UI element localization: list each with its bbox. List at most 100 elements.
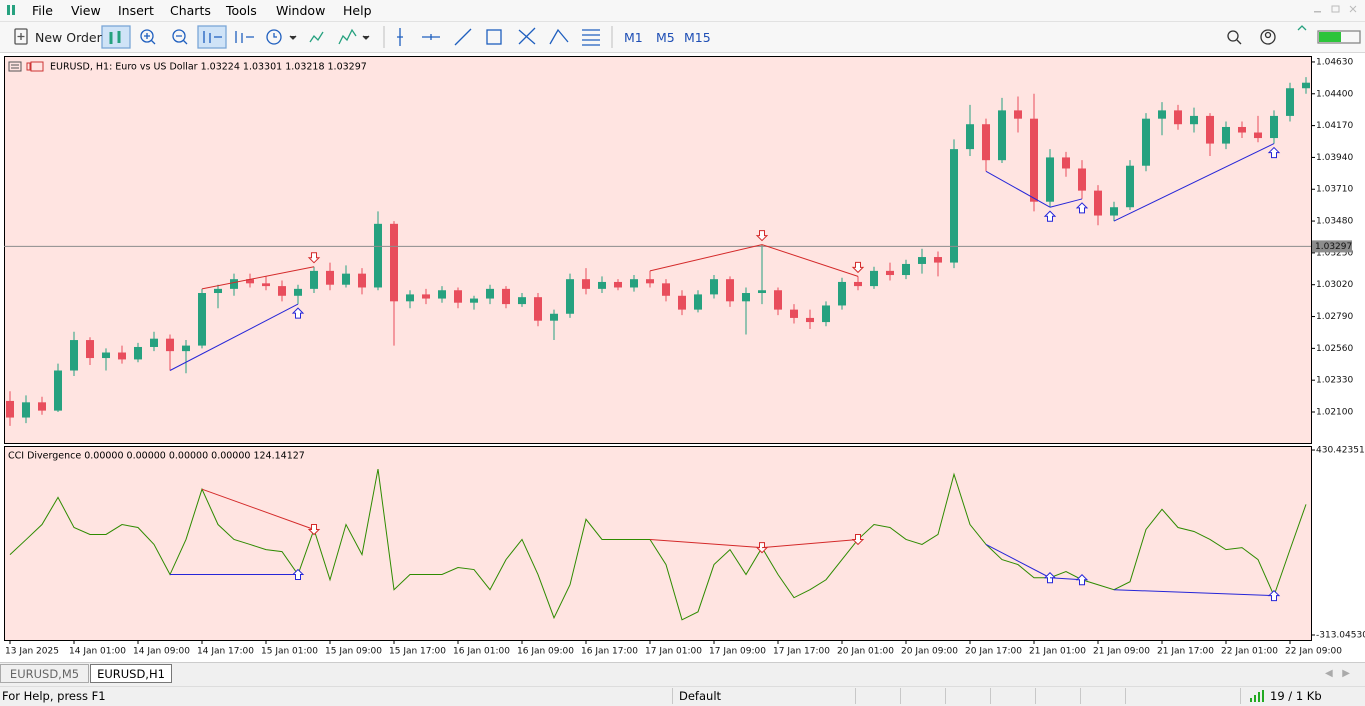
status-separator	[945, 688, 946, 704]
menu-item[interactable]: Charts	[170, 3, 211, 18]
candle-body	[534, 297, 542, 321]
candle-body	[886, 270, 894, 276]
divergence-arrow	[1043, 210, 1057, 222]
indicator-header: CCI Divergence 0.00000 0.00000 0.00000 0…	[8, 451, 305, 462]
x-tick-label: 20 Jan 01:00	[837, 647, 894, 657]
current-price-label: 1.03297	[1315, 242, 1352, 252]
chart-tab[interactable]: EURUSD,H1	[90, 664, 172, 683]
menu-item[interactable]: Help	[343, 3, 372, 18]
x-tick-label: 21 Jan 01:00	[1029, 647, 1086, 657]
candle-body	[166, 338, 174, 352]
indicator-divergence-line	[201, 488, 315, 530]
candle-body	[1222, 126, 1230, 144]
candle-body	[1158, 110, 1166, 119]
candle-body	[934, 257, 942, 263]
candle-body	[1126, 165, 1134, 208]
timeframe-button[interactable]: M15	[684, 30, 711, 45]
candle-body	[566, 279, 574, 314]
x-tick-label: 17 Jan 17:00	[773, 647, 830, 657]
y-tick-label: 430.42351	[1316, 446, 1365, 456]
candle-body	[774, 290, 782, 310]
divergence-arrow	[291, 568, 305, 581]
candle-body	[198, 293, 206, 346]
menu-item[interactable]: Tools	[226, 3, 257, 18]
candle-body	[326, 270, 334, 285]
price-panel	[4, 56, 1312, 444]
menu-item[interactable]: View	[71, 3, 101, 18]
y-tick-label: 1.04170	[1316, 121, 1353, 131]
candle-body	[1270, 115, 1278, 139]
candle-body	[662, 283, 670, 296]
status-separator	[990, 688, 991, 704]
status-help: For Help, press F1	[2, 689, 106, 703]
new-order-button[interactable]: New Order	[35, 30, 102, 45]
divergence-arrow	[755, 230, 769, 242]
menu-bar	[0, 0, 1365, 22]
candle-body	[22, 402, 30, 418]
candle-body	[1286, 88, 1294, 116]
candle-body	[438, 290, 446, 299]
status-bar	[0, 686, 1365, 706]
candle-body	[406, 294, 414, 302]
candle-body	[390, 223, 398, 302]
candle-body	[1014, 110, 1022, 119]
menu-item[interactable]: File	[32, 3, 53, 18]
divergence-arrow	[851, 261, 865, 274]
y-tick-label: 1.03480	[1316, 217, 1353, 227]
status-separator	[1125, 688, 1126, 704]
indicator-divergence-line	[761, 538, 859, 549]
timeframe-button[interactable]: M5	[656, 30, 675, 45]
status-separator	[672, 688, 673, 704]
candle-body	[118, 352, 126, 360]
connection-icon	[1250, 690, 1264, 702]
indicator-divergence-line	[1113, 589, 1275, 597]
divergence-line	[1113, 143, 1275, 222]
menu-item[interactable]: Window	[276, 3, 326, 18]
divergence-arrow	[291, 307, 305, 319]
candle-body	[710, 279, 718, 295]
divergence-line	[201, 266, 315, 290]
candle-body	[214, 288, 222, 294]
x-tick-label: 22 Jan 09:00	[1285, 647, 1342, 657]
candle-body	[1190, 115, 1198, 125]
candle-body	[854, 281, 862, 287]
candle-body	[422, 294, 430, 299]
candle-body	[1254, 132, 1262, 139]
candle-body	[246, 279, 254, 284]
status-profile: Default	[679, 689, 722, 703]
x-tick-label: 21 Jan 17:00	[1157, 647, 1214, 657]
chart: EURUSD, H1: Euro vs US Dollar 1.03224 1.…	[0, 5, 1365, 662]
timeframe-button[interactable]: M1	[624, 30, 643, 45]
current-price-box	[1312, 240, 1352, 253]
divergence-line	[649, 244, 763, 272]
tab-bar	[0, 662, 1365, 686]
candle-body	[790, 309, 798, 318]
x-tick-label: 21 Jan 09:00	[1093, 647, 1150, 657]
candle-body	[822, 305, 830, 323]
status-separator	[1240, 688, 1241, 704]
candle-body	[54, 370, 62, 411]
candle-body	[70, 340, 78, 371]
x-tick-label: 15 Jan 09:00	[325, 647, 382, 657]
y-tick-label: 1.04630	[1316, 57, 1353, 67]
x-tick-label: 16 Jan 09:00	[517, 647, 574, 657]
status-traffic: 19 / 1 Kb	[1270, 689, 1322, 703]
candle-body	[582, 279, 590, 289]
cci-line	[9, 468, 1307, 621]
candle-body	[726, 279, 734, 302]
y-tick-label: 1.03020	[1316, 280, 1353, 290]
candle-body	[6, 400, 14, 418]
candle-body	[294, 288, 302, 296]
candle-body	[518, 297, 526, 305]
x-tick-label: 16 Jan 17:00	[581, 647, 638, 657]
y-tick-label: 1.02790	[1316, 312, 1353, 322]
menu-item[interactable]: Insert	[118, 3, 154, 18]
x-tick-label: 15 Jan 17:00	[389, 647, 446, 657]
tab-scroll[interactable]: ◀ ▶	[1325, 668, 1350, 679]
y-tick-label: 1.02560	[1316, 344, 1353, 354]
candle-body	[550, 313, 558, 321]
chart-tab[interactable]: EURUSD,M5	[0, 664, 89, 683]
x-tick-label: 22 Jan 01:00	[1221, 647, 1278, 657]
divergence-line	[761, 244, 859, 277]
divergence-arrow	[1267, 146, 1281, 159]
